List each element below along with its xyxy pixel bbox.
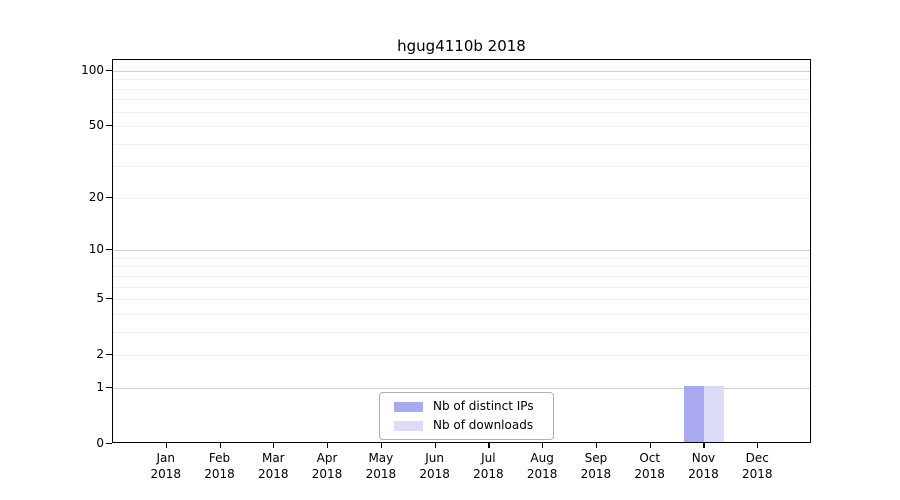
x-axis-tick-label-month: Apr	[316, 451, 338, 465]
legend-swatch	[394, 420, 423, 431]
legend-item: Nb of downloads	[388, 418, 545, 433]
y-axis-tick-label: 0	[96, 436, 104, 450]
x-axis-tick	[649, 443, 651, 448]
x-axis-tick-label: Nov 2018	[668, 450, 738, 482]
x-axis-tick-label-month: Mar	[261, 451, 285, 465]
minor-gridline	[113, 88, 810, 90]
legend-label: Nb of distinct IPs	[433, 399, 534, 413]
minor-gridline	[113, 197, 810, 199]
y-axis-tick	[106, 125, 112, 127]
x-axis-tick-label-month: Feb	[208, 451, 231, 465]
bar-nb-of-distinct-ips	[684, 385, 705, 442]
x-axis-tick	[542, 443, 544, 448]
x-axis-tick-label: May 2018	[346, 450, 416, 482]
x-axis-tick-label-year: 2018	[634, 467, 665, 481]
y-axis-tick	[106, 196, 112, 199]
y-axis-tick	[106, 386, 112, 389]
x-axis-tick-label-month: Nov	[691, 451, 716, 465]
y-axis-tick	[106, 249, 112, 251]
minor-gridline	[113, 111, 810, 113]
y-axis-tick-label: 10	[88, 242, 104, 257]
minor-gridline	[113, 166, 810, 168]
x-axis-tick-label-year: 2018	[526, 467, 558, 481]
y-axis-tick-label: 2	[96, 347, 104, 362]
minor-gridline	[113, 79, 810, 81]
x-axis-tick	[595, 443, 598, 448]
legend-label: Nb of downloads	[433, 418, 534, 432]
x-axis-tick	[273, 443, 275, 448]
y-axis-tick-label: 50	[88, 118, 104, 133]
x-axis-tick-label-year: 2018	[741, 467, 773, 481]
x-axis-tick-label-month: Oct	[639, 451, 661, 465]
bar-nb-of-downloads	[704, 385, 725, 442]
plot-area	[112, 59, 811, 443]
x-axis-tick-label-year: 2018	[311, 467, 343, 481]
x-axis-tick-label: Aug 2018	[507, 450, 577, 482]
x-axis-tick	[165, 443, 167, 448]
minor-gridline	[113, 299, 810, 301]
x-axis-tick	[219, 443, 221, 448]
y-axis-tick	[106, 354, 112, 356]
x-axis-tick-label-month: Aug	[530, 451, 554, 465]
major-gridline	[113, 387, 810, 389]
x-axis-tick-label-month: Jul	[481, 451, 496, 465]
y-axis-tick-label: 5	[96, 291, 104, 306]
x-axis-tick-label: Mar 2018	[238, 450, 308, 482]
minor-gridline	[113, 331, 810, 333]
x-axis-tick-label: Dec 2018	[722, 450, 792, 482]
x-axis-tick-label-year: 2018	[150, 467, 182, 481]
y-axis-tick	[106, 443, 112, 445]
x-axis-tick	[757, 443, 759, 448]
minor-gridline	[113, 355, 810, 357]
chart-title: hgug4110b 2018	[397, 37, 526, 55]
x-axis-tick-label-year: 2018	[365, 467, 397, 481]
x-axis-tick-label: Jun 2018	[400, 450, 470, 482]
x-axis-tick-label-year: 2018	[258, 467, 289, 481]
legend-swatch	[394, 401, 423, 412]
x-axis-tick	[703, 443, 705, 448]
x-axis-tick	[380, 443, 383, 448]
minor-gridline	[113, 143, 810, 145]
x-axis-tick-label-year: 2018	[204, 467, 235, 481]
major-gridline	[113, 71, 810, 72]
x-axis-tick	[488, 443, 490, 448]
legend-item: Nb of distinct IPs	[388, 399, 545, 414]
minor-gridline	[113, 313, 810, 315]
x-axis-tick-label-month: Jun	[425, 451, 444, 465]
y-axis-tick	[106, 70, 112, 72]
minor-gridline	[113, 99, 810, 101]
major-gridline	[113, 250, 810, 252]
x-axis-tick-label: Sep 2018	[561, 450, 631, 482]
minor-gridline	[113, 266, 810, 268]
x-axis-tick-label: Feb 2018	[185, 450, 255, 482]
x-axis-tick-label-month: Sep	[584, 451, 608, 465]
minor-gridline	[113, 126, 810, 128]
minor-gridline	[113, 257, 810, 259]
x-axis-tick-label-month: Jan	[156, 451, 176, 465]
x-axis-tick-label: Oct 2018	[615, 450, 685, 482]
x-axis-tick-label: Apr 2018	[292, 450, 362, 482]
x-axis-tick-label-month: May	[368, 451, 394, 465]
minor-gridline	[113, 275, 810, 277]
x-axis-tick-label-year: 2018	[473, 467, 504, 481]
y-axis-tick-label: 20	[88, 189, 104, 204]
x-axis-tick	[327, 443, 329, 448]
minor-gridline	[113, 286, 810, 288]
y-axis-tick-label: 1	[96, 379, 104, 394]
x-axis-tick-label-month: Dec	[745, 451, 769, 465]
x-axis-tick	[434, 443, 436, 448]
x-axis-tick-label-year: 2018	[580, 467, 612, 481]
legend: Nb of distinct IPs Nb of downloads	[379, 392, 554, 440]
y-axis-tick-label: 100	[81, 63, 104, 77]
x-axis-tick-label: Jul 2018	[453, 450, 523, 482]
x-axis-tick-label-year: 2018	[419, 467, 450, 481]
x-axis-tick-label: Jan 2018	[131, 450, 201, 482]
x-axis-tick-label-year: 2018	[688, 467, 719, 481]
y-axis-tick	[106, 298, 112, 300]
